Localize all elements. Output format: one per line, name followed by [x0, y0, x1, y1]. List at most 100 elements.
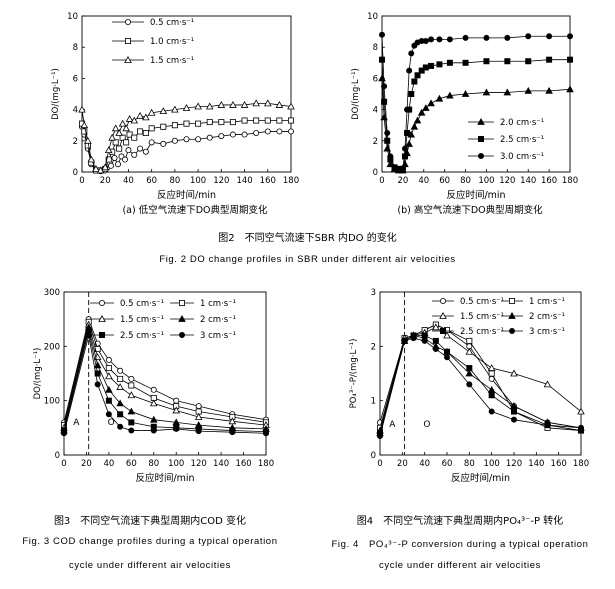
x-tick-label: 0 [79, 176, 84, 186]
y-tick-label: 10 [367, 12, 378, 22]
legend-label: 2.5 cm·s⁻¹ [460, 327, 504, 337]
data-point [510, 408, 517, 415]
data-point [94, 381, 101, 388]
data-point [387, 153, 394, 160]
data-point [173, 425, 180, 432]
data-point [566, 85, 574, 93]
chart-title: (b) 高空气流速下DO典型周期变化 [397, 204, 543, 216]
y-tick-label: 2 [371, 342, 376, 352]
data-point [276, 117, 283, 124]
x-tick-label: 40 [418, 176, 429, 186]
data-point [503, 88, 512, 96]
data-point [108, 133, 116, 141]
fig4-caption-en-line2: cycle under different air velocities [379, 560, 541, 571]
data-point [194, 102, 202, 110]
legend-label: 2.0 cm·s⁻¹ [500, 118, 544, 128]
data-point [195, 120, 202, 127]
data-point [115, 129, 123, 136]
series-line [379, 326, 582, 434]
data-point [105, 156, 112, 163]
data-point [443, 331, 451, 339]
legend-label: 2.5 cm·s⁻¹ [120, 331, 164, 341]
data-point [131, 151, 138, 158]
data-point [411, 78, 418, 85]
data-point [206, 134, 213, 141]
legend-marker [508, 297, 515, 304]
y-tick-label: 2 [373, 137, 378, 147]
series-d-3 [376, 331, 585, 434]
data-point [94, 370, 101, 377]
x-tick-label: 120 [213, 176, 229, 186]
fig3-caption-en-line2: cycle under different air velocities [69, 560, 231, 571]
data-point [148, 139, 155, 146]
data-point [436, 61, 443, 68]
x-tick-label: 160 [551, 459, 567, 469]
data-point [105, 356, 112, 363]
data-point [378, 31, 385, 38]
data-point [171, 105, 179, 113]
data-point [406, 67, 413, 74]
data-point [195, 136, 202, 143]
fig4-caption-en-line1: Fig. 4 PO₄³⁻-P conversion during a typic… [331, 539, 589, 550]
data-point [194, 413, 203, 420]
data-point [466, 365, 473, 372]
data-point [128, 375, 135, 382]
data-point [173, 397, 180, 404]
data-point [488, 392, 495, 399]
chart-d: 0 20 40 60 80 100 120 140 160 180 0 1 2 3 反应时间/min PO₄³… [349, 288, 589, 484]
series-line [81, 120, 291, 171]
data-point [487, 385, 496, 393]
data-point [446, 59, 453, 66]
legend-marker [178, 331, 185, 338]
x-tick-label: 80 [169, 176, 180, 186]
x-tick-label: 140 [213, 459, 229, 469]
data-point [443, 354, 450, 361]
legend-label: 0.5 cm·s⁻¹ [120, 299, 164, 309]
data-point [183, 120, 190, 127]
series-c-3 [60, 323, 270, 434]
data-point [544, 422, 551, 429]
data-point [525, 58, 532, 65]
data-point [182, 104, 191, 111]
data-point [183, 136, 190, 143]
data-point [567, 33, 574, 40]
x-tick-label: 160 [260, 176, 276, 186]
data-point [171, 137, 178, 144]
data-point [466, 381, 473, 388]
data-point [228, 417, 237, 425]
data-point [482, 88, 491, 96]
x-tick-label: 100 [190, 176, 206, 186]
plot-frame-a [81, 15, 292, 173]
x-tick-label: 100 [478, 176, 494, 186]
data-point [240, 100, 249, 108]
data-point [126, 131, 133, 138]
data-point [462, 59, 469, 66]
data-point [150, 427, 157, 434]
data-point [123, 139, 130, 146]
data-point [253, 129, 260, 136]
y-tick-label: 4 [373, 106, 378, 116]
data-point [461, 90, 470, 97]
data-point [78, 105, 86, 113]
x-tick-label: 160 [235, 459, 251, 469]
series-c-2 [60, 320, 270, 431]
data-point [112, 139, 119, 146]
data-point [117, 367, 124, 374]
data-point [159, 107, 168, 115]
x-tick-label: 20 [397, 459, 408, 469]
data-point [108, 162, 115, 169]
legend-b: 2.0 cm·s⁻¹ 2.5 cm·s⁻¹ 3.0 cm·s⁻¹ [468, 118, 544, 162]
y-axis-label: PO₄³⁻-P/(mg·L⁻¹) [349, 339, 359, 409]
data-point [105, 365, 112, 372]
y-tick-label: 0 [73, 168, 78, 178]
data-point [404, 129, 411, 136]
x-tick-label: 100 [484, 459, 500, 469]
data-point [117, 423, 124, 430]
data-point [384, 129, 391, 136]
data-point [205, 102, 214, 110]
data-point [128, 382, 135, 389]
x-tick-label: 80 [464, 459, 475, 469]
y-tick-label: 0 [55, 451, 60, 461]
data-point [142, 113, 150, 121]
